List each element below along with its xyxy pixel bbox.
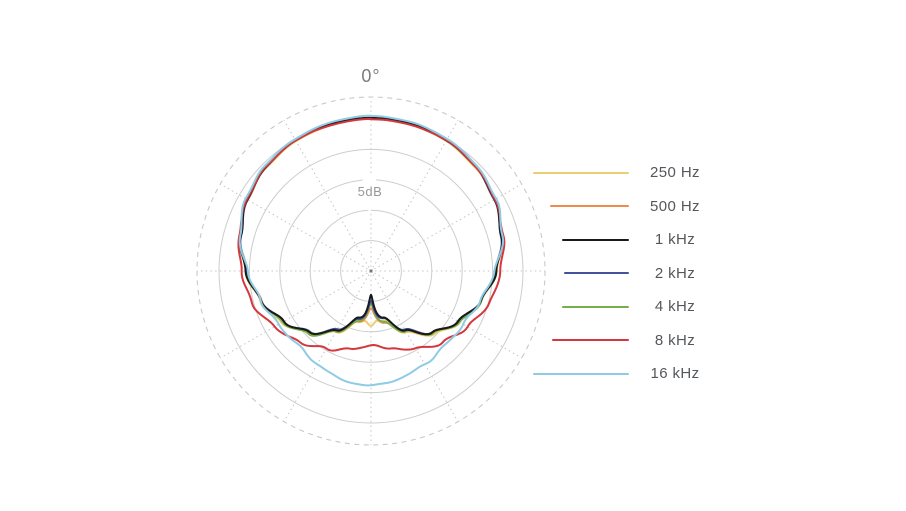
legend-label: 2 kHz	[654, 264, 696, 282]
legend-line-swatch	[564, 272, 629, 275]
legend-label: 8 kHz	[654, 331, 696, 349]
legend-line-swatch	[562, 305, 629, 308]
legend-line-wrap	[533, 171, 629, 174]
curve-16-khz	[238, 114, 505, 387]
legend-line-swatch	[533, 171, 629, 174]
legend-line-wrap	[533, 205, 629, 208]
legend-item-500-hz: 500 Hz	[533, 190, 708, 224]
legend-line-wrap	[533, 372, 629, 375]
curve-8-khz	[237, 117, 506, 352]
legend-line-swatch	[552, 339, 629, 342]
legend-line-swatch	[550, 205, 629, 208]
legend-item-8-khz: 8 kHz	[533, 324, 708, 358]
legend-item-1-khz: 1 kHz	[533, 223, 708, 257]
legend-line-swatch	[533, 372, 629, 375]
legend: 250 Hz 500 Hz 1 kHz 2 kHz 4 kHz 8 kHz 16 kHz	[533, 156, 708, 391]
legend-line-wrap	[533, 305, 629, 308]
legend-label: 16 kHz	[650, 365, 700, 383]
legend-label: 4 kHz	[654, 298, 696, 316]
legend-label: 250 Hz	[650, 164, 700, 182]
legend-line-wrap	[533, 272, 629, 275]
legend-line-wrap	[533, 339, 629, 342]
legend-label: 1 kHz	[654, 231, 696, 249]
db-scale-label: 5dB	[340, 173, 400, 212]
legend-line-wrap	[533, 238, 629, 241]
angle-0-label: 0°	[361, 66, 381, 86]
legend-item-16-khz: 16 kHz	[533, 357, 708, 391]
legend-line-swatch	[562, 238, 629, 241]
legend-item-4-khz: 4 kHz	[533, 290, 708, 324]
legend-item-2-khz: 2 kHz	[533, 257, 708, 291]
db-label-text: 5dB	[357, 184, 383, 199]
legend-item-250-hz: 250 Hz	[533, 156, 708, 190]
legend-label: 500 Hz	[650, 197, 700, 215]
